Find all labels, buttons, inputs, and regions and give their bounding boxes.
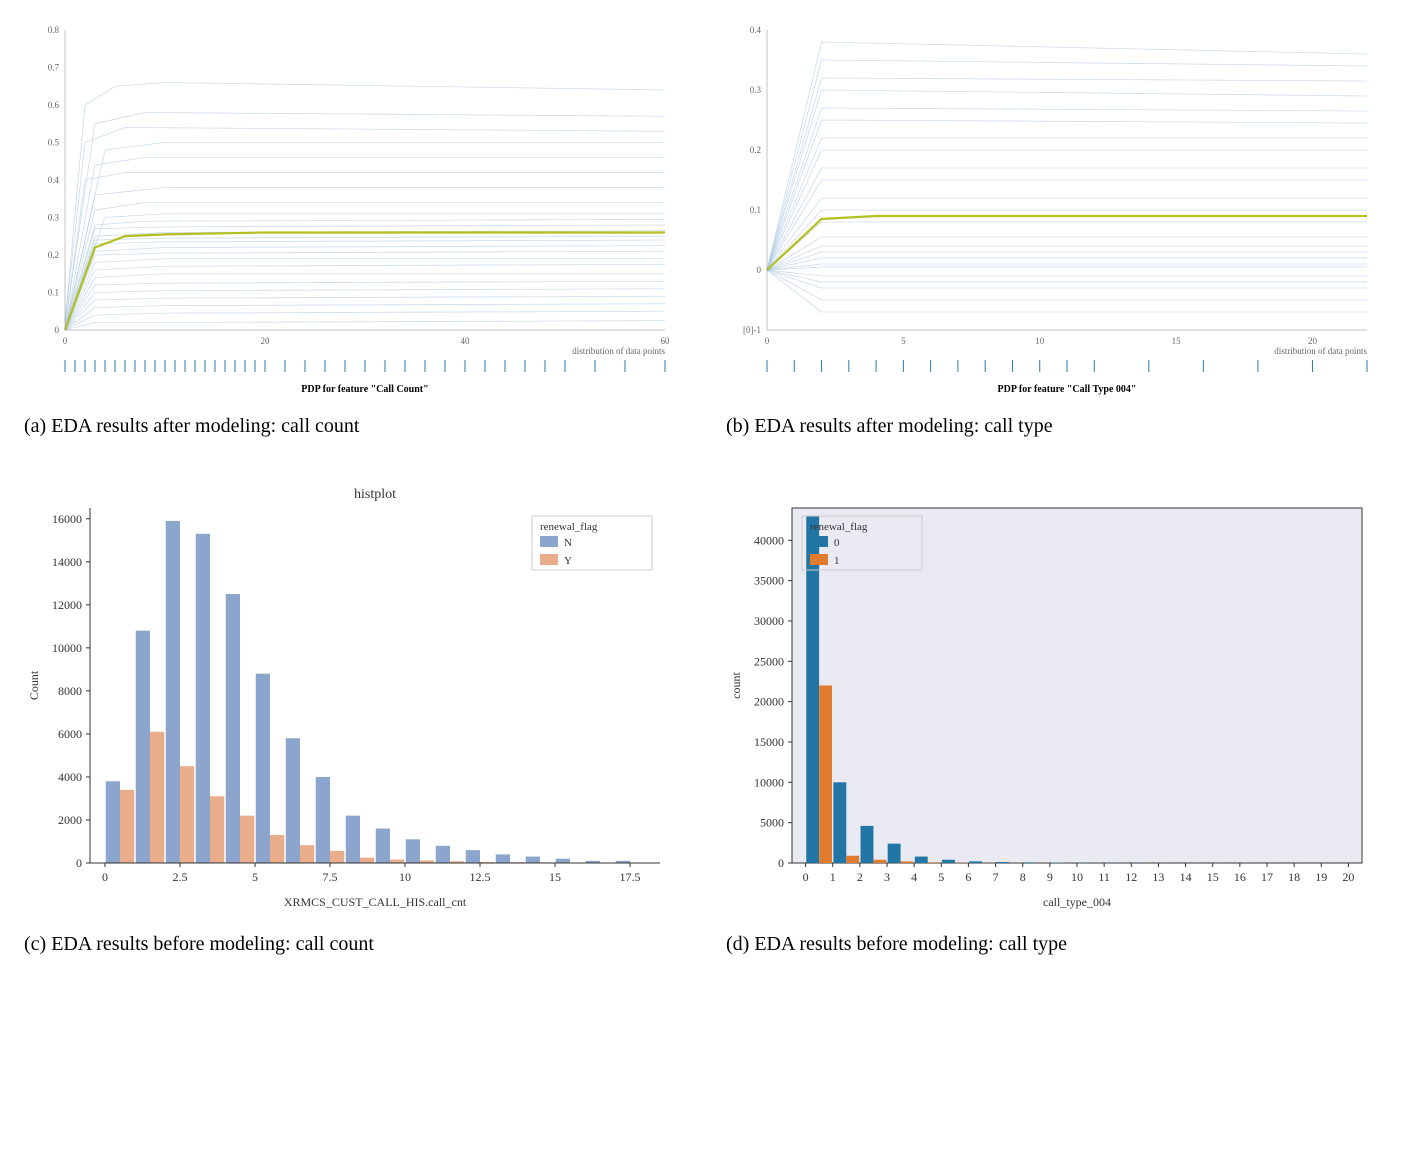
svg-text:renewal_flag: renewal_flag: [810, 521, 868, 533]
svg-text:0.5: 0.5: [48, 138, 60, 148]
svg-text:30000: 30000: [754, 614, 784, 628]
svg-text:11: 11: [1098, 870, 1110, 884]
svg-text:count: count: [729, 672, 743, 699]
svg-text:10: 10: [399, 870, 411, 884]
hist-chart-c: 0 2000 4000 6000 8000 10000 12000 14000 16000 0 2.…: [20, 478, 692, 923]
svg-text:0: 0: [63, 336, 68, 346]
svg-text:0.2: 0.2: [750, 145, 761, 155]
caption-c: (c) EDA results before modeling: call co…: [20, 933, 692, 956]
svg-text:0.3: 0.3: [750, 85, 762, 95]
svg-text:15: 15: [549, 870, 561, 884]
svg-text:13: 13: [1152, 870, 1164, 884]
svg-text:histplot: histplot: [354, 487, 396, 502]
svg-text:renewal_flag: renewal_flag: [540, 521, 598, 533]
svg-text:0: 0: [76, 856, 82, 870]
svg-text:5000: 5000: [760, 816, 784, 830]
svg-text:0.8: 0.8: [48, 25, 60, 35]
svg-text:8: 8: [1020, 870, 1026, 884]
svg-text:0: 0: [55, 325, 60, 335]
svg-text:15: 15: [1207, 870, 1219, 884]
svg-text:14: 14: [1180, 870, 1192, 884]
svg-text:2: 2: [857, 870, 863, 884]
svg-text:0: 0: [803, 870, 809, 884]
svg-text:12.5: 12.5: [470, 870, 491, 884]
caption-d: (d) EDA results before modeling: call ty…: [722, 933, 1394, 956]
svg-text:14000: 14000: [52, 555, 82, 569]
svg-text:0.6: 0.6: [48, 100, 60, 110]
svg-text:1: 1: [830, 870, 836, 884]
svg-text:16000: 16000: [52, 512, 82, 526]
svg-text:[0]-1: [0]-1: [743, 325, 761, 335]
pdp-chart-b: [0]-1 0 0.1 0.2 0.3 0.4 0 5 10 15 20distribution o…: [722, 20, 1394, 405]
svg-text:17: 17: [1261, 870, 1273, 884]
svg-text:PDP for feature "Call Type 004: PDP for feature "Call Type 004": [998, 384, 1137, 395]
chart-grid: 00.10.20.30.40.50.60.70.80204060distribu…: [20, 20, 1394, 956]
panel-d: 0 5000 10000 15000 20000 25000 30000 35000 40000…: [722, 478, 1394, 956]
svg-text:17.5: 17.5: [620, 870, 641, 884]
svg-text:4: 4: [911, 870, 917, 884]
svg-text:Y: Y: [564, 555, 572, 567]
svg-text:20: 20: [261, 336, 271, 346]
svg-text:20: 20: [1308, 336, 1318, 346]
svg-text:0.4: 0.4: [48, 175, 60, 185]
svg-text:PDP for feature "Call Count": PDP for feature "Call Count": [301, 384, 428, 395]
svg-text:5: 5: [901, 336, 906, 346]
svg-text:15: 15: [1172, 336, 1182, 346]
svg-text:20000: 20000: [754, 695, 784, 709]
svg-text:6000: 6000: [58, 727, 82, 741]
caption-a: (a) EDA results after modeling: call cou…: [20, 415, 692, 438]
svg-text:0.2: 0.2: [48, 250, 59, 260]
panel-b: [0]-1 0 0.1 0.2 0.3 0.4 0 5 10 15 20distribution o…: [722, 20, 1394, 438]
svg-text:0: 0: [102, 870, 108, 884]
svg-text:15000: 15000: [754, 735, 784, 749]
svg-text:0: 0: [757, 265, 762, 275]
svg-text:8000: 8000: [58, 684, 82, 698]
svg-text:call_type_004: call_type_004: [1043, 895, 1111, 909]
svg-text:XRMCS_CUST_CALL_HIS.call_cnt: XRMCS_CUST_CALL_HIS.call_cnt: [284, 895, 467, 909]
svg-text:0: 0: [834, 537, 840, 549]
svg-text:0: 0: [778, 856, 784, 870]
svg-text:7.5: 7.5: [323, 870, 338, 884]
svg-text:distribution of data points: distribution of data points: [572, 346, 665, 356]
svg-text:12: 12: [1125, 870, 1137, 884]
svg-text:35000: 35000: [754, 574, 784, 588]
pdp-chart-a: 0 0.1 0.2 0.3 0.4 0.5 0.6 0.7 0.8 0 20 40 60distribu…: [20, 20, 692, 405]
svg-text:distribution of data points: distribution of data points: [1274, 346, 1367, 356]
svg-text:10: 10: [1035, 336, 1045, 346]
svg-text:1: 1: [834, 555, 840, 567]
hist-chart-d: 0 5000 10000 15000 20000 25000 30000 35000 40000…: [722, 478, 1394, 923]
svg-text:Count: Count: [27, 670, 41, 700]
svg-text:12000: 12000: [52, 598, 82, 612]
svg-text:10000: 10000: [754, 775, 784, 789]
panel-a: 0 0.1 0.2 0.3 0.4 0.5 0.6 0.7 0.8 0 20 40 60distribu…: [20, 20, 692, 438]
svg-text:0.4: 0.4: [750, 25, 762, 35]
svg-text:16: 16: [1234, 870, 1246, 884]
svg-text:5: 5: [252, 870, 258, 884]
svg-text:N: N: [564, 537, 572, 549]
svg-text:10000: 10000: [52, 641, 82, 655]
panel-c: 0 2000 4000 6000 8000 10000 12000 14000 16000 0 2.…: [20, 478, 692, 956]
svg-text:10: 10: [1071, 870, 1083, 884]
svg-text:0.1: 0.1: [48, 288, 59, 298]
svg-text:0.7: 0.7: [48, 63, 60, 73]
svg-text:5: 5: [938, 870, 944, 884]
svg-text:3: 3: [884, 870, 890, 884]
svg-text:60: 60: [661, 336, 671, 346]
svg-text:2.5: 2.5: [173, 870, 188, 884]
svg-text:40: 40: [461, 336, 471, 346]
caption-b: (b) EDA results after modeling: call typ…: [722, 415, 1394, 438]
svg-text:7: 7: [993, 870, 999, 884]
svg-text:40000: 40000: [754, 533, 784, 547]
svg-text:0.1: 0.1: [750, 205, 761, 215]
svg-text:19: 19: [1315, 870, 1327, 884]
svg-text:0.3: 0.3: [48, 213, 60, 223]
svg-text:2000: 2000: [58, 813, 82, 827]
svg-text:20: 20: [1342, 870, 1354, 884]
svg-text:4000: 4000: [58, 770, 82, 784]
svg-text:0: 0: [765, 336, 770, 346]
svg-text:18: 18: [1288, 870, 1300, 884]
svg-text:25000: 25000: [754, 654, 784, 668]
svg-text:9: 9: [1047, 870, 1053, 884]
svg-text:6: 6: [965, 870, 971, 884]
